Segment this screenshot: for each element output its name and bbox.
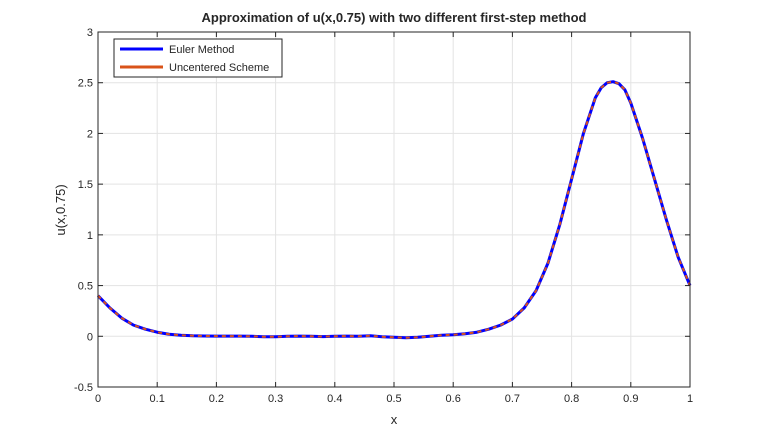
y-tick-label: 2.5: [78, 78, 93, 90]
legend: Euler Method Uncentered Scheme: [113, 38, 283, 78]
x-tick-label: 0.5: [386, 393, 401, 405]
y-tick-label: 1: [87, 230, 93, 242]
series-layer: [96, 80, 692, 340]
series-line-uncentered-scheme: [97, 80, 691, 339]
x-tick-label: 0.1: [150, 393, 165, 405]
x-tick-label: 1: [687, 393, 693, 405]
x-tick-label: 0.3: [268, 393, 283, 405]
y-tick-label: 2: [87, 128, 93, 140]
legend-label-euler: Euler Method: [169, 44, 234, 56]
y-axis-label: u(x,0.75): [53, 184, 68, 235]
y-tick-label: 0.5: [78, 281, 93, 293]
y-tick-label: 3: [87, 27, 93, 39]
x-tick-label: 0.9: [623, 393, 638, 405]
y-tick-label: -0.5: [74, 382, 93, 394]
x-tick-label: 0.4: [327, 393, 342, 405]
legend-label-uncentered: Uncentered Scheme: [169, 62, 269, 74]
chart-title: Approximation of u(x,0.75) with two diff…: [202, 10, 587, 25]
y-tick-label: 0: [87, 331, 93, 343]
x-tick-label: 0.6: [446, 393, 461, 405]
x-tick-label: 0.8: [564, 393, 579, 405]
x-tick-label: 0.2: [209, 393, 224, 405]
x-axis-label: x: [391, 412, 398, 427]
ticks: 0 0.1 0.2 0.3 0.4 0.5 0.6 0.7 0.8 0.9 1-0.500.511.…: [74, 27, 693, 405]
y-tick-label: 1.5: [78, 179, 93, 191]
x-tick-label: 0.7: [505, 393, 520, 405]
x-tick-label: 0: [95, 393, 101, 405]
legend-box: [113, 38, 283, 78]
